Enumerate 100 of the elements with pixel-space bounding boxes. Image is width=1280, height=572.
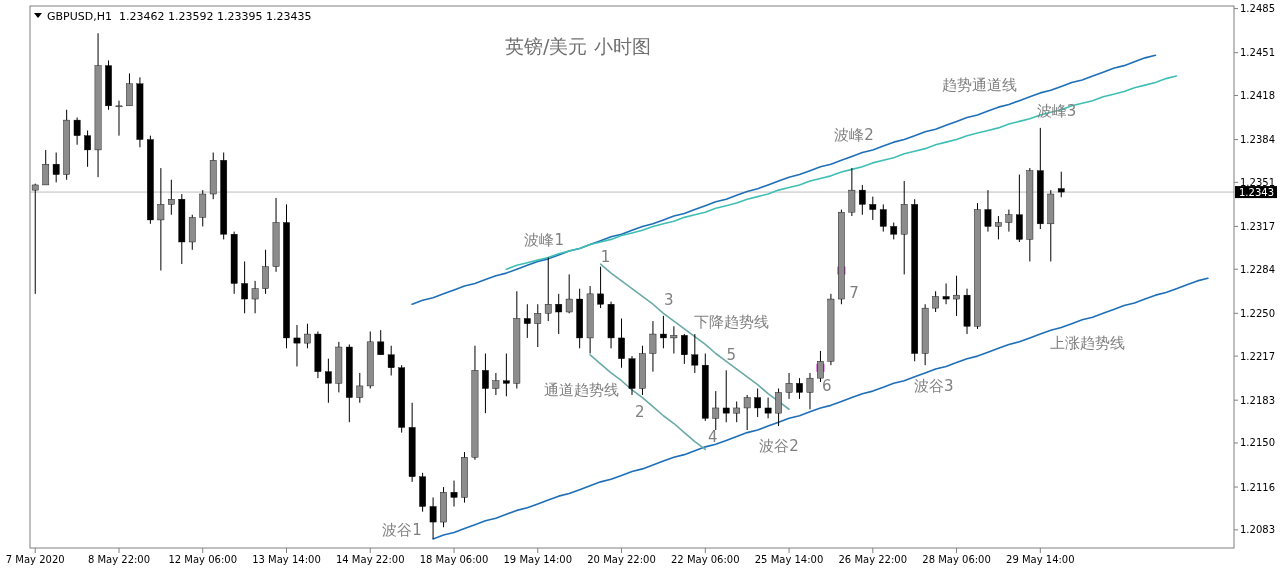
y-tick-label: 1.2485 xyxy=(1240,3,1275,15)
candlestick xyxy=(429,496,437,540)
candlestick xyxy=(649,320,657,373)
x-tick-label: 25 May 14:00 xyxy=(754,554,824,565)
candlestick xyxy=(754,388,761,418)
candlestick xyxy=(523,303,531,339)
candlestick xyxy=(879,203,887,233)
candlestick xyxy=(387,345,395,377)
x-tick-label: 22 May 06:00 xyxy=(671,554,740,565)
y-tick-label: 1.2083 xyxy=(1240,524,1275,536)
candlestick xyxy=(565,273,573,314)
line-series xyxy=(505,75,1178,271)
candlestick xyxy=(1057,171,1065,198)
candlestick xyxy=(942,282,950,305)
x-tick-label: 12 May 06:00 xyxy=(168,554,238,565)
candlestick xyxy=(691,333,699,374)
candlestick xyxy=(126,72,133,107)
x-tick-label: 14 May 22:00 xyxy=(335,554,405,565)
candlestick xyxy=(356,372,364,404)
candlestick xyxy=(42,149,50,186)
line-series xyxy=(411,54,1157,306)
candlestick xyxy=(597,266,604,309)
annotation: 上涨趋势线 xyxy=(1050,334,1126,353)
candlestick xyxy=(995,215,1002,240)
y-tick-label: 1.2217 xyxy=(1240,350,1275,362)
candlestick xyxy=(733,400,741,423)
candlestick xyxy=(115,100,123,137)
candlestick xyxy=(670,325,678,354)
candlestick xyxy=(450,480,458,508)
y-tick-label: 1.2183 xyxy=(1240,394,1275,406)
annotation: 波峰2 xyxy=(834,125,874,144)
candlestick xyxy=(251,280,259,314)
y-tick-label: 1.2418 xyxy=(1240,89,1275,101)
candlestick xyxy=(482,353,489,414)
ref-line-label: 1.2343 xyxy=(1239,186,1274,198)
y-tick-label: 1.2317 xyxy=(1240,220,1275,232)
candlestick xyxy=(932,290,939,313)
line-series xyxy=(589,354,707,451)
candlestick xyxy=(157,167,165,272)
candlestick xyxy=(325,358,332,404)
line-series xyxy=(432,277,1209,540)
annotation: 5 xyxy=(726,346,736,365)
y-tick-label: 1.2250 xyxy=(1240,307,1275,319)
candlestick xyxy=(858,184,866,216)
y-tick-label: 1.2116 xyxy=(1240,481,1275,493)
candlestick xyxy=(503,353,510,397)
annotation: 波谷3 xyxy=(914,376,954,395)
candlestick xyxy=(743,394,751,431)
annotation: 7 xyxy=(849,283,859,302)
candlestick xyxy=(262,249,269,295)
annotation: 波谷2 xyxy=(759,437,799,456)
candlestick xyxy=(764,397,772,419)
x-tick-label: 19 May 14:00 xyxy=(503,554,573,565)
annotation: 2 xyxy=(634,402,645,421)
candlestick xyxy=(168,179,175,216)
candlestick xyxy=(984,189,992,233)
annotation: 下降趋势线 xyxy=(693,313,769,332)
candlestick xyxy=(660,315,667,349)
candlestick xyxy=(555,293,563,335)
candlestick xyxy=(722,369,730,423)
candlestick xyxy=(1005,209,1013,233)
chart-subtitle: GBPUSD,H1 1.23462 1.23592 1.23395 1.23435 xyxy=(47,9,312,23)
annotation: 趋势通道线 xyxy=(942,76,1018,95)
y-tick-label: 1.2351 xyxy=(1240,176,1275,188)
annotation: 6 xyxy=(821,376,832,395)
annotation: 1 xyxy=(600,248,611,267)
candlestick xyxy=(806,372,814,410)
candlestick xyxy=(199,189,207,227)
annotation: 波谷1 xyxy=(382,521,422,540)
y-tick-label: 1.2284 xyxy=(1240,263,1275,275)
x-tick-label: 7 May 2020 xyxy=(5,554,65,565)
candlestick xyxy=(52,152,60,183)
candlestick xyxy=(377,329,385,356)
annotation: 通道趋势线 xyxy=(543,380,619,399)
candlestick xyxy=(775,388,782,427)
text: 英镑/美元 小时图 xyxy=(505,35,651,57)
x-tick-label: 13 May 14:00 xyxy=(252,554,321,565)
candlestick xyxy=(544,257,552,322)
y-tick-label: 1.2384 xyxy=(1240,134,1275,146)
candlestick xyxy=(712,390,720,431)
x-tick-label: 26 May 22:00 xyxy=(838,554,908,565)
annotation: 4 xyxy=(707,428,718,447)
candlestick xyxy=(534,303,542,348)
candlestick xyxy=(618,317,625,369)
x-tick-label: 18 May 06:00 xyxy=(419,554,489,565)
candlestick xyxy=(785,372,793,400)
candlestick xyxy=(293,324,301,367)
x-tick-label: 28 May 06:00 xyxy=(922,554,991,565)
y-tick-label: 1.2451 xyxy=(1240,47,1275,59)
candlestick xyxy=(681,333,688,365)
annotation: 波峰1 xyxy=(524,231,564,250)
candlestick xyxy=(492,372,500,396)
candlestick xyxy=(848,167,856,217)
x-tick-label: 29 May 14:00 xyxy=(1006,554,1075,565)
candlestick xyxy=(796,377,803,400)
candlestick xyxy=(73,117,81,146)
x-tick-label: 20 May 22:00 xyxy=(587,554,656,565)
candlestick xyxy=(241,260,248,314)
annotation: 3 xyxy=(664,290,674,309)
x-tick-label: 8 May 22:00 xyxy=(87,554,151,565)
